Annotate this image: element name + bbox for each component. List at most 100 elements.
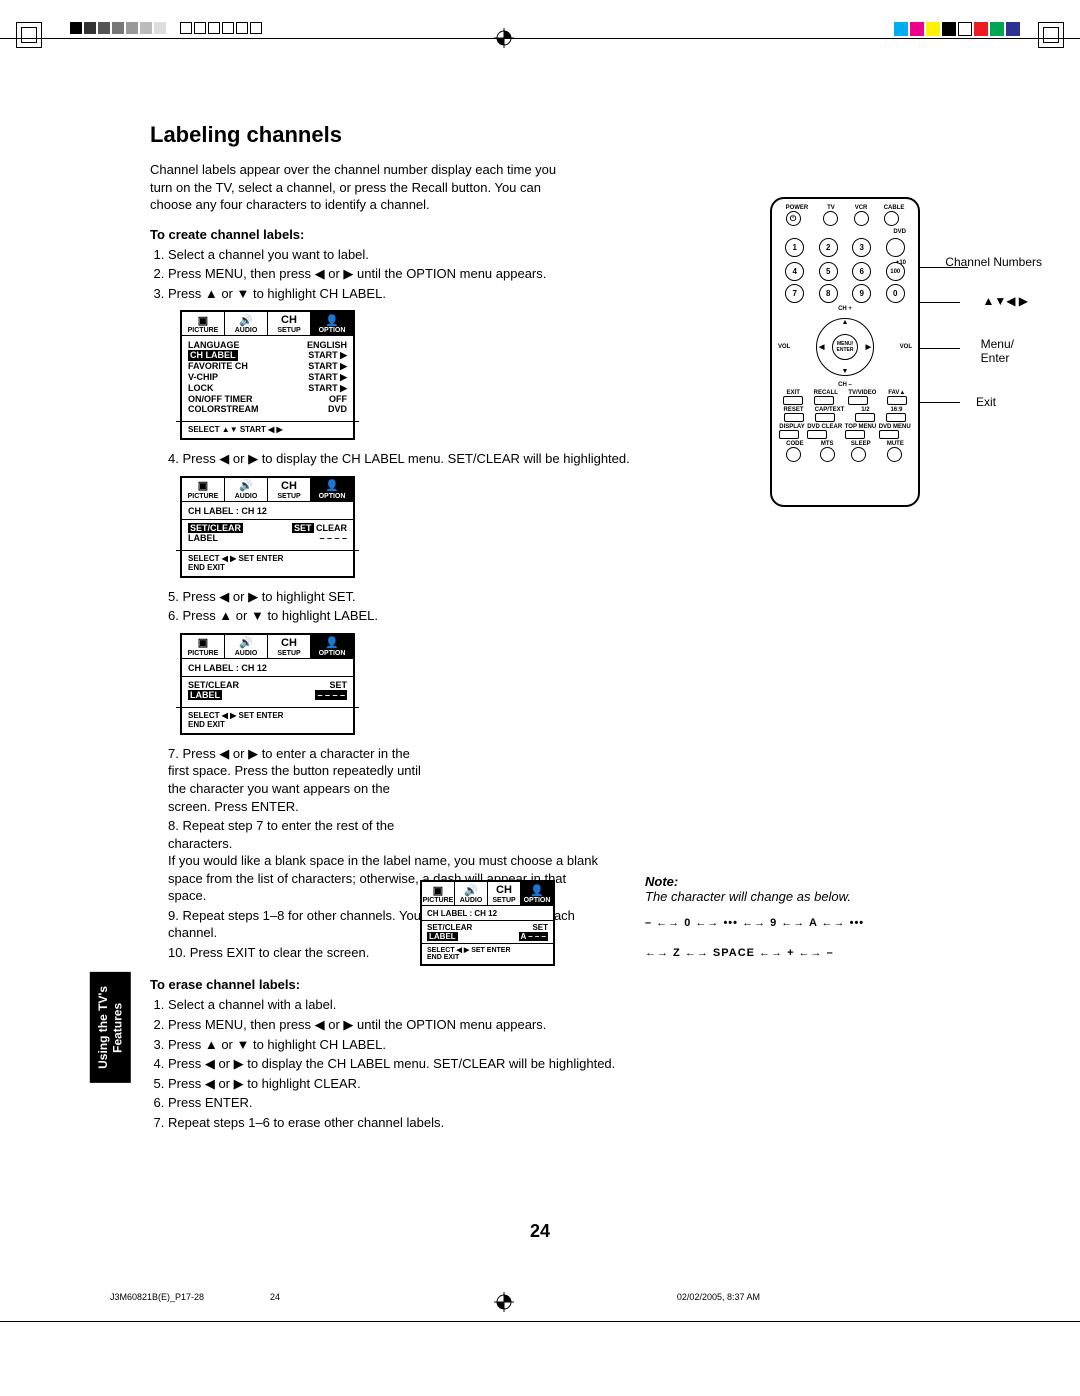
list-item: Repeat steps 1–6 to erase other channel …: [168, 1114, 930, 1132]
remote-button[interactable]: [807, 430, 827, 439]
osd-menu-1: ▣PICTURE🔊AUDIOCHSETUP👤OPTION LANGUAGEENG…: [180, 310, 355, 440]
osd-row: LOCKSTART ▶: [188, 383, 347, 394]
remote-button[interactable]: [779, 430, 799, 439]
num-1-button[interactable]: 1: [785, 238, 804, 257]
menu-enter-button[interactable]: MENU/ ENTER: [832, 334, 858, 360]
osd-tab-label: AUDIO: [455, 897, 487, 904]
color-block: [942, 22, 956, 36]
remote-button[interactable]: [783, 396, 803, 405]
num-3-button[interactable]: 3: [852, 238, 871, 257]
osd2-hl2: SET: [292, 523, 314, 533]
remote-small-label: MTS: [820, 441, 835, 447]
osd-tab-icon: CH: [268, 313, 310, 327]
osd-tab-label: AUDIO: [225, 327, 267, 334]
num-7-button[interactable]: 7: [785, 284, 804, 303]
power-button[interactable]: ⏻: [786, 211, 801, 226]
osd-tab-icon: CH: [268, 636, 310, 650]
num-8-button[interactable]: 8: [819, 284, 838, 303]
gray-block: [140, 22, 152, 34]
right-icon[interactable]: ▶: [866, 343, 871, 351]
remote-cable-label: CABLE: [884, 205, 905, 211]
osd-tab: ▣PICTURE: [182, 312, 225, 335]
remote-button[interactable]: [886, 413, 906, 422]
osd2-f1: SELECT ◀ ▶ SET ENTER: [188, 554, 341, 563]
osd-tab: 👤OPTION: [311, 312, 353, 335]
osd-row: FAVORITE CHSTART ▶: [188, 361, 347, 372]
down-icon[interactable]: ▼: [842, 368, 849, 375]
remote-button[interactable]: [855, 413, 875, 422]
osd-tab-label: SETUP: [488, 897, 520, 904]
osd-tab-icon: 🔊: [455, 883, 487, 897]
num-9-button[interactable]: 9: [852, 284, 871, 303]
num-4-button[interactable]: 4: [785, 262, 804, 281]
osd-tab: 👤OPTION: [311, 635, 353, 658]
osd-tab-label: SETUP: [268, 650, 310, 657]
num-100-button[interactable]: 100: [886, 262, 905, 281]
osd-tab: ▣PICTURE: [182, 478, 225, 501]
remote-button[interactable]: [845, 430, 865, 439]
osd-tab: 🔊AUDIO: [225, 478, 268, 501]
num-2-button[interactable]: 2: [819, 238, 838, 257]
page-number: 24: [530, 1221, 550, 1242]
osd-row: COLORSTREAMDVD: [188, 404, 347, 414]
osd-tab-icon: 👤: [311, 479, 353, 493]
remote-button[interactable]: [851, 447, 866, 462]
steps-5-6: Press ◀ or ▶ to highlight SET. Press ▲ o…: [168, 588, 930, 625]
osd-tab: CHSETUP: [488, 882, 521, 905]
list-item: Press ▲ or ▼ to highlight CH LABEL.: [168, 1036, 930, 1054]
left-icon[interactable]: ◀: [819, 343, 824, 351]
ch-minus-label: CH –: [772, 382, 918, 388]
osd-tab-icon: 👤: [311, 636, 353, 650]
remote-button[interactable]: [784, 413, 804, 422]
num-6-button[interactable]: 6: [852, 262, 871, 281]
osd-tab-icon: ▣: [182, 636, 224, 650]
callout-arrows: ▲▼◀ ▶: [982, 294, 1028, 308]
remote-small-label: DVD MENU: [879, 424, 911, 430]
osd-tab: 👤OPTION: [311, 478, 353, 501]
osd1-foot: SELECT ▲▼ START ◀ ▶: [188, 425, 283, 434]
step8a: Repeat step 7 to enter the rest of the c…: [168, 818, 394, 851]
osd-tab-label: PICTURE: [182, 327, 224, 334]
char-seq-1: – ←→ 0 ←→ ••• ←→ 9 ←→ A ←→ •••: [645, 914, 935, 934]
remote-tv-label: TV: [823, 205, 838, 211]
osd-tab-icon: 👤: [311, 313, 353, 327]
list-item: Press ◀ or ▶ to display the CH LABEL men…: [168, 1055, 930, 1073]
remote-button[interactable]: [887, 447, 902, 462]
osd4-hl: LABEL: [427, 932, 458, 941]
gray-block: [84, 22, 96, 34]
gray-block: [126, 22, 138, 34]
callout-menu: Menu/ Enter: [981, 337, 1014, 365]
up-icon[interactable]: ▲: [842, 319, 849, 326]
remote-button[interactable]: [848, 396, 868, 405]
osd-menu-4: ▣PICTURE🔊AUDIOCHSETUP👤OPTION CH LABEL : …: [420, 880, 555, 966]
remote-button[interactable]: [879, 430, 899, 439]
osd2-title: CH LABEL : CH 12: [188, 506, 347, 516]
osd4-r0b: SET: [532, 923, 548, 932]
cable-button[interactable]: [884, 211, 899, 226]
vcr-button[interactable]: [854, 211, 869, 226]
dvd-button[interactable]: [886, 238, 905, 257]
num-5-button[interactable]: 5: [819, 262, 838, 281]
osd-tab-label: SETUP: [268, 493, 310, 500]
osd4-r1b: A – – –: [519, 932, 549, 941]
remote-button[interactable]: [887, 396, 907, 405]
num-0-button[interactable]: 0: [886, 284, 905, 303]
osd-tab-icon: 🔊: [225, 313, 267, 327]
register-target-bottom-icon: [494, 1292, 514, 1312]
reg-empty-block: [194, 22, 206, 34]
remote-button[interactable]: [814, 396, 834, 405]
osd3-f2: END EXIT: [188, 720, 341, 729]
remote-button[interactable]: [820, 447, 835, 462]
remote-button[interactable]: [815, 413, 835, 422]
note-text: The character will change as below.: [645, 889, 935, 904]
footer-left: J3M60821B(E)_P17-28: [110, 1292, 204, 1302]
osd4-f2: END EXIT: [427, 954, 459, 961]
registration-strip-top: [0, 0, 1080, 42]
tv-button[interactable]: [823, 211, 838, 226]
color-block: [974, 22, 988, 36]
osd-tab-label: AUDIO: [225, 493, 267, 500]
osd-tab: 🔊AUDIO: [225, 312, 268, 335]
reg-empty-block: [208, 22, 220, 34]
osd-tab-label: OPTION: [521, 897, 553, 904]
remote-button[interactable]: [786, 447, 801, 462]
